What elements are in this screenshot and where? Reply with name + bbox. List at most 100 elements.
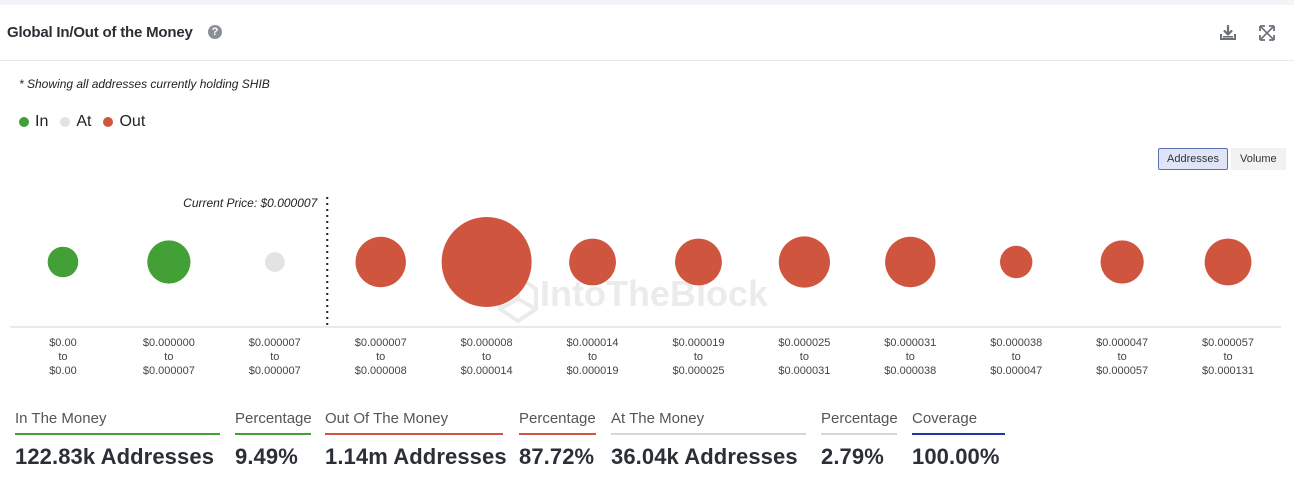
tick-label-3-from: $0.000007	[355, 337, 407, 349]
tick-label-8-from: $0.000031	[884, 337, 936, 349]
bubble-out-3[interactable]	[355, 236, 406, 288]
stat-label: Out Of The Money	[325, 410, 449, 427]
legend-item-in[interactable]: In	[19, 113, 48, 131]
tick-label-4-from: $0.000008	[461, 337, 513, 349]
tick-label-5-to-word: to	[588, 351, 597, 363]
legend-item-at[interactable]: At	[60, 113, 91, 131]
tick-label-7-to: $0.000031	[778, 365, 830, 377]
tick-label-3-to: $0.000008	[355, 365, 407, 377]
tick-label-0-to-word: to	[58, 351, 67, 363]
stat-label: At The Money	[611, 410, 705, 427]
top-strip	[0, 0, 1294, 5]
watermark-logo: IntoTheBlock	[498, 273, 769, 324]
stat-underline	[15, 433, 220, 435]
tick-label-6-from: $0.000019	[672, 337, 724, 349]
legend-label-out: Out	[119, 113, 146, 130]
tick-label-11-from: $0.000057	[1202, 337, 1254, 349]
bubble-out-4[interactable]	[441, 217, 532, 307]
tick-label-4-to: $0.000014	[461, 365, 513, 377]
legend-label-at: At	[76, 113, 92, 130]
bubble-out-7[interactable]	[778, 236, 830, 288]
stat-label: Coverage	[912, 410, 978, 427]
download-icon[interactable]	[1218, 23, 1238, 43]
volume-toggle-button[interactable]: Volume	[1230, 148, 1286, 170]
tick-label-2-from: $0.000007	[249, 337, 301, 349]
tick-label-0-from: $0.00	[49, 337, 77, 349]
stat-underline	[912, 433, 1005, 435]
stat-underline	[235, 433, 311, 435]
stat-3: Percentage 87.72%	[519, 410, 596, 470]
tick-label-0-to: $0.00	[49, 365, 77, 377]
stat-value: 87.72%	[519, 444, 595, 469]
tick-label-2-to-word: to	[270, 351, 279, 363]
legend: In At Out	[19, 113, 157, 131]
tick-label-7-to-word: to	[800, 351, 809, 363]
stat-value: 9.49%	[235, 444, 298, 469]
legend-dot-out	[103, 117, 114, 127]
tick-label-6-to: $0.000025	[672, 365, 724, 377]
tick-label-9-to: $0.000047	[990, 365, 1042, 377]
tick-label-5-from: $0.000014	[567, 337, 619, 349]
legend-dot-at	[60, 117, 71, 127]
legend-dot-in	[19, 117, 29, 127]
watermark-text: IntoTheBlock	[540, 273, 769, 314]
stat-4: At The Money 36.04k Addresses	[611, 410, 806, 470]
current-price-label: Current Price: $0.000007	[183, 196, 318, 210]
tick-label-9-to-word: to	[1012, 351, 1021, 363]
tick-label-7-from: $0.000025	[778, 337, 830, 349]
tick-label-8-to-word: to	[906, 351, 915, 363]
addresses-toggle-button[interactable]: Addresses	[1158, 148, 1228, 170]
stat-label: Percentage	[519, 410, 596, 427]
stat-value: 1.14m Addresses	[325, 444, 507, 469]
bubble-out-5[interactable]	[569, 238, 616, 286]
stat-label: Percentage	[821, 410, 898, 427]
stat-underline	[325, 433, 503, 435]
stat-5: Percentage 2.79%	[821, 410, 898, 470]
stat-value: 122.83k Addresses	[15, 444, 215, 469]
stat-underline	[821, 433, 897, 435]
bubble-in-1[interactable]	[147, 240, 191, 284]
tick-label-9-from: $0.000038	[990, 337, 1042, 349]
legend-item-out[interactable]: Out	[103, 113, 145, 131]
tick-label-1-from: $0.000000	[143, 337, 195, 349]
legend-label-in: In	[35, 113, 49, 130]
stat-underline	[611, 433, 806, 435]
stat-6: Coverage 100.00%	[912, 410, 1005, 470]
stat-label: In The Money	[15, 410, 107, 427]
bubble-at-2[interactable]	[264, 252, 285, 272]
tick-label-5-to: $0.000019	[567, 365, 619, 377]
tick-label-11-to-word: to	[1223, 351, 1232, 363]
tick-label-6-to-word: to	[694, 351, 703, 363]
tick-label-3-to-word: to	[376, 351, 385, 363]
stat-label: Percentage	[235, 410, 312, 427]
tick-label-10-from: $0.000047	[1096, 337, 1148, 349]
tick-label-10-to-word: to	[1118, 351, 1127, 363]
stat-value: 36.04k Addresses	[611, 444, 798, 469]
bubble-out-8[interactable]	[885, 236, 936, 288]
tick-label-4-to-word: to	[482, 351, 491, 363]
bubble-out-11[interactable]	[1204, 238, 1252, 286]
tick-label-11-to: $0.000131	[1202, 365, 1254, 377]
holding-note: * Showing all addresses currently holdin…	[19, 77, 270, 91]
bubble-out-10[interactable]	[1100, 240, 1144, 284]
metric-toggle: Addresses Volume	[1158, 148, 1286, 170]
bubble-chart: IntoTheBlock $0.00 to $0.00 $0.000000 to $0.0…	[10, 196, 1281, 377]
tick-label-8-to: $0.000038	[884, 365, 936, 377]
widget-title: Global In/Out of the Money	[7, 24, 193, 41]
stat-value: 100.00%	[912, 444, 1000, 469]
tick-label-2-to: $0.000007	[249, 365, 301, 377]
question-circle-icon[interactable]: ?	[208, 25, 222, 39]
expand-icon[interactable]	[1257, 23, 1277, 43]
tick-label-1-to: $0.000007	[143, 365, 195, 377]
bubble-out-6[interactable]	[675, 238, 722, 286]
widget-header: Global In/Out of the Money ?	[0, 5, 1294, 61]
tick-label-1-to-word: to	[164, 351, 173, 363]
stat-1: Percentage 9.49%	[235, 410, 312, 470]
stat-0: In The Money 122.83k Addresses	[15, 410, 220, 470]
bubble-out-9[interactable]	[1000, 245, 1033, 279]
stat-2: Out Of The Money 1.14m Addresses	[325, 410, 507, 470]
tick-label-10-to: $0.000057	[1096, 365, 1148, 377]
bubble-in-0[interactable]	[47, 246, 79, 278]
stat-underline	[519, 433, 596, 435]
stat-value: 2.79%	[821, 444, 884, 469]
